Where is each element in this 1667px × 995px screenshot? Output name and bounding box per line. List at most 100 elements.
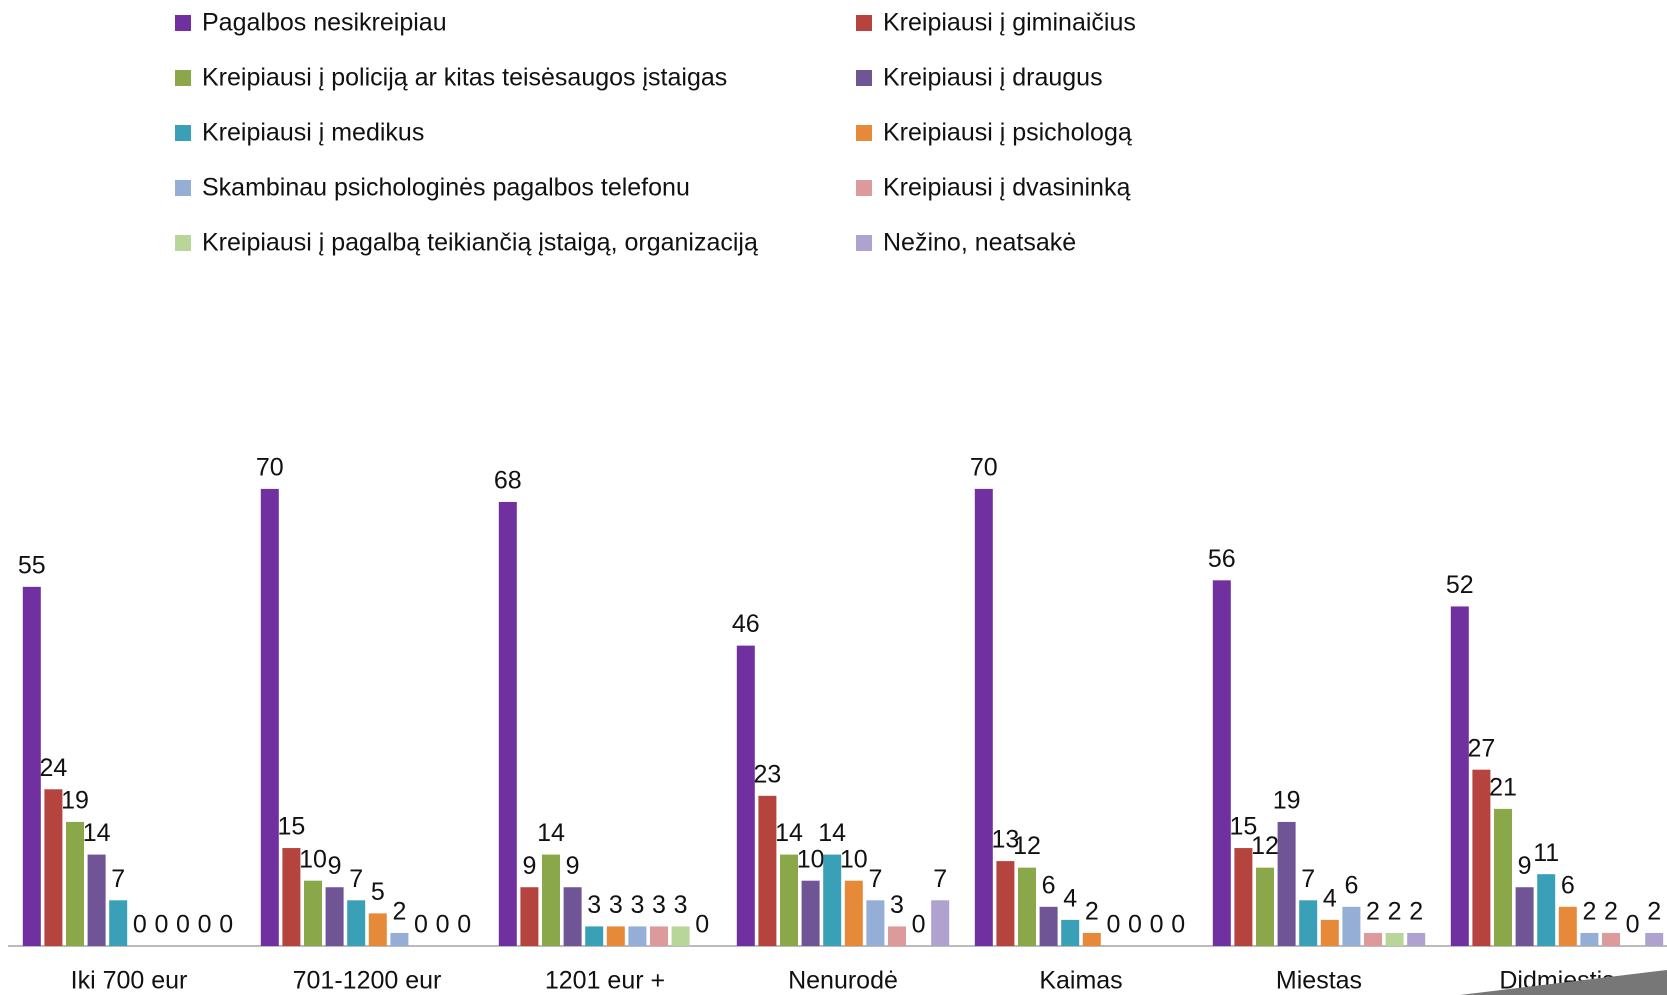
- data-label: 14: [537, 819, 565, 847]
- data-label: 55: [18, 551, 46, 579]
- bar: [1450, 606, 1469, 946]
- data-label: 4: [1063, 884, 1077, 912]
- bar: [736, 645, 755, 946]
- data-label: 15: [1229, 813, 1257, 841]
- x-tick-label: Kaimas: [1039, 967, 1122, 995]
- bar: [996, 861, 1015, 946]
- data-label: 2: [392, 898, 406, 926]
- data-label: 6: [1561, 871, 1575, 899]
- data-label: 10: [840, 845, 868, 873]
- data-label: 14: [775, 819, 803, 847]
- bar: [931, 900, 950, 946]
- legend-label: Kreipiausi į draugus: [883, 64, 1103, 92]
- bar: [368, 913, 387, 946]
- bar: [1515, 887, 1534, 946]
- data-label: 56: [1208, 545, 1236, 573]
- legend-label: Kreipiausi į medikus: [202, 119, 424, 147]
- bar: [260, 488, 279, 946]
- bar: [520, 887, 539, 946]
- bar: [1407, 932, 1426, 946]
- bar: [650, 926, 668, 946]
- data-label: 3: [652, 891, 666, 919]
- bar: [44, 789, 63, 946]
- bar: [844, 880, 863, 946]
- bar: [1364, 932, 1382, 946]
- data-label: 3: [674, 891, 688, 919]
- bar: [1602, 932, 1620, 946]
- legend-swatch: [856, 15, 872, 31]
- legend-swatch: [175, 180, 191, 196]
- bar: [1277, 821, 1296, 946]
- bar: [888, 926, 906, 946]
- bar: [1061, 919, 1080, 946]
- data-label: 68: [494, 467, 522, 495]
- data-label: 0: [695, 911, 709, 939]
- bar: [1342, 906, 1361, 946]
- data-label: 0: [1171, 911, 1185, 939]
- bar: [628, 926, 647, 946]
- data-label: 0: [436, 911, 450, 939]
- data-label: 14: [83, 819, 111, 847]
- data-label: 3: [890, 891, 904, 919]
- data-label: 12: [1013, 832, 1041, 860]
- legend-label: Kreipiausi į policiją ar kitas teisėsaug…: [202, 64, 727, 92]
- bar: [390, 932, 409, 946]
- legend-label: Kreipiausi į dvasininką: [883, 174, 1130, 202]
- legend-swatch: [175, 235, 191, 251]
- bar: [780, 854, 798, 946]
- data-label: 15: [277, 813, 305, 841]
- bar: [1385, 932, 1404, 946]
- bar: [282, 848, 301, 946]
- legend-swatch: [856, 235, 872, 251]
- data-label: 6: [1042, 871, 1056, 899]
- bar: [974, 488, 993, 946]
- bar: [801, 880, 820, 946]
- data-label: 21: [1489, 773, 1517, 801]
- bar: [1558, 906, 1577, 946]
- bar: [606, 926, 625, 946]
- data-label: 0: [414, 911, 428, 939]
- legend-label: Kreipiausi į psichologą: [883, 119, 1132, 147]
- legend-swatch: [856, 180, 872, 196]
- legend-swatch: [856, 70, 872, 86]
- data-label: 0: [133, 911, 147, 939]
- x-tick-label: Iki 700 eur: [71, 967, 188, 995]
- data-label: 23: [753, 760, 781, 788]
- data-label: 7: [933, 865, 947, 893]
- data-label: 70: [256, 454, 284, 482]
- data-label: 0: [154, 911, 168, 939]
- data-label: 0: [912, 911, 926, 939]
- data-label: 3: [609, 891, 623, 919]
- bar: [1256, 867, 1274, 946]
- bar: [1299, 900, 1318, 946]
- bar: [563, 887, 582, 946]
- data-label: 10: [797, 845, 825, 873]
- data-label: 5: [371, 878, 385, 906]
- bar: [1494, 808, 1512, 946]
- data-label: 3: [587, 891, 601, 919]
- bar: [304, 880, 322, 946]
- bar: [758, 795, 777, 946]
- x-tick-label: 1201 eur +: [545, 967, 665, 995]
- data-label: 0: [1128, 911, 1142, 939]
- data-label: 4: [1323, 884, 1337, 912]
- data-label: 6: [1344, 871, 1358, 899]
- legend-label: Skambinau psichologinės pagalbos telefon…: [202, 174, 690, 202]
- data-label: 7: [349, 865, 363, 893]
- bar: [1018, 867, 1036, 946]
- data-label: 46: [732, 610, 760, 638]
- data-label: 0: [457, 911, 471, 939]
- bar: [671, 926, 690, 946]
- data-label: 24: [39, 754, 67, 782]
- data-label: 2: [1366, 898, 1380, 926]
- data-label: 19: [61, 787, 89, 815]
- data-label: 14: [818, 819, 846, 847]
- x-tick-label: Nenurodė: [788, 967, 898, 995]
- data-label: 7: [111, 865, 125, 893]
- data-label: 7: [1301, 865, 1315, 893]
- data-label: 12: [1251, 832, 1279, 860]
- data-label: 9: [522, 852, 536, 880]
- legend-label: Kreipiausi į pagalbą teikiančią įstaigą,…: [202, 229, 758, 257]
- corner-decoration: [1460, 970, 1667, 995]
- data-label: 19: [1273, 787, 1301, 815]
